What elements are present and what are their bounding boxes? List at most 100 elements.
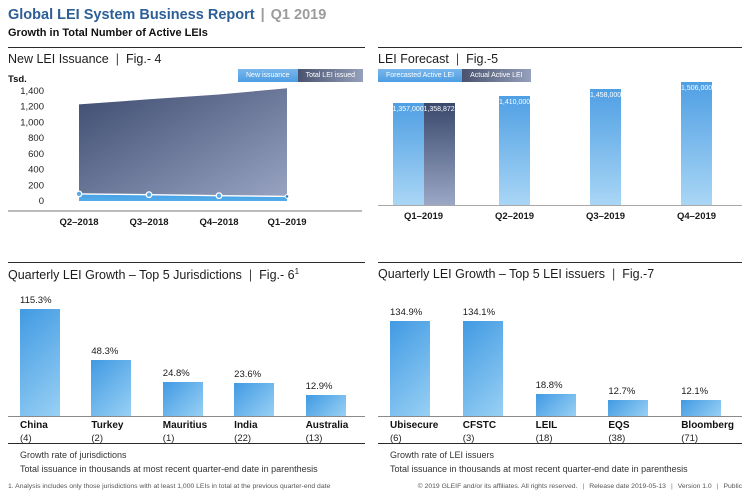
growth-bar [91, 360, 132, 416]
growth-bar [535, 394, 576, 416]
panel-title: Quarterly LEI Growth – Top 5 LEI issuers… [378, 267, 742, 283]
percentage-label: 12.1% [681, 386, 709, 398]
issuers-plot-area: 134.9% 134.1% 18.8% 12.7% 12.1% [378, 283, 742, 417]
category-cell: EQS (38) [596, 420, 669, 444]
growth-bar-slot: 115.3% [8, 295, 79, 416]
jurisdictions-category-labels: China (4) Turkey (2) Mauritius (1) India (22) Au… [8, 420, 365, 444]
forecast-bar-slot: 1,506,000 [651, 82, 742, 205]
category-label: LEIL [535, 420, 558, 431]
y-tick-label: 600 [28, 149, 44, 160]
growth-bar [462, 321, 503, 416]
bar-value-label: 1,458,000 [590, 92, 622, 100]
category-label: Mauritius [162, 420, 208, 431]
category-label: India [234, 420, 258, 431]
count-label: (3) [462, 433, 475, 444]
title-pipe: | [455, 52, 460, 66]
category-label: Bloomberg [681, 420, 734, 431]
y-tick-label: 1,000 [20, 117, 44, 128]
bar-value-label: 1,506,000 [681, 85, 713, 93]
category-label: Australia [305, 420, 349, 431]
category-cell: Australia (13) [294, 420, 365, 444]
jurisdictions-plot-area: 115.3% 48.3% 24.8% 23.6% 12.9% [8, 283, 365, 417]
category-label: China [20, 420, 48, 431]
count-label: (71) [681, 433, 699, 444]
percentage-label: 18.8% [535, 380, 563, 392]
x-tick-label: Q2–2018 [59, 217, 98, 228]
analysis-footnote: 1. Analysis includes only those jurisdic… [8, 483, 331, 490]
title-separator: | [260, 7, 265, 23]
category-label: EQS [608, 420, 630, 431]
legend-item-actual-active-lei: Actual Active LEI [462, 69, 531, 82]
category-label: Ubisecure [390, 420, 439, 431]
legend-item-total-lei-issued: Total LEI issued [297, 69, 363, 82]
issuers-category-labels: Ubisecure (6) CFSTC (3) LEIL (18) EQS (38) Bloom… [378, 420, 742, 444]
header-title-row: Global LEI System Business Report | Q1 201… [8, 6, 326, 24]
title-pipe: | [248, 268, 253, 283]
panel-title-text: Quarterly LEI Growth – Top 5 LEI issuers [378, 267, 605, 281]
y-tick-label: 0 [39, 196, 44, 207]
growth-bar-slot: 12.9% [294, 381, 365, 416]
note-line: Growth rate of LEI issuers [390, 450, 495, 460]
percentage-label: 24.8% [162, 368, 190, 380]
forecast-bar: 1,357,000 [392, 103, 424, 205]
forecast-x-axis-labels: Q1–2019 Q2–2019 Q3–2019 Q4–2019 [378, 211, 742, 222]
category-cell: Mauritius (1) [151, 420, 222, 444]
growth-bar-slot: 48.3% [79, 346, 150, 416]
y-axis-unit: Tsd. [8, 74, 27, 85]
note-line: Total issuance in thousands at most rece… [390, 464, 688, 474]
count-label: (13) [305, 433, 323, 444]
category-cell: Bloomberg (71) [669, 420, 742, 444]
report-period: Q1 2019 [270, 7, 327, 23]
release-date: Release date 2019-05-13 [589, 483, 666, 490]
growth-bar-slot: 12.1% [669, 386, 742, 416]
growth-bar [305, 395, 346, 416]
y-tick-label: 1,400 [20, 86, 44, 97]
forecast-bar: 1,410,000 [499, 95, 531, 205]
note-line: Growth rate of jurisdictions [20, 450, 127, 460]
legend-item-new-issuance: New issuance [238, 69, 298, 82]
panel-top5-jurisdictions: Quarterly LEI Growth – Top 5 Jurisdictio… [8, 262, 365, 477]
percentage-label: 12.9% [305, 381, 333, 393]
forecast-bar: 1,458,000 [590, 89, 621, 205]
category-cell: CFSTC (3) [451, 420, 524, 444]
growth-bar [608, 399, 649, 416]
chart-notes: Growth rate of LEI issuers Total issuanc… [390, 450, 688, 474]
footer-pipe: | [670, 483, 673, 490]
figure-label: Fig.- 6 [259, 268, 295, 283]
growth-bar-slot: 134.1% [451, 307, 524, 416]
page-subtitle: Growth in Total Number of Active LEIs [8, 27, 208, 39]
count-label: (1) [162, 433, 175, 444]
page-title: Global LEI System Business Report [8, 7, 255, 23]
category-cell: India (22) [222, 420, 293, 444]
growth-bar [20, 308, 60, 416]
percentage-label: 134.9% [390, 307, 423, 318]
chart-notes: Growth rate of jurisdictions Total issua… [20, 450, 318, 474]
footer-pipe: | [582, 483, 585, 490]
panel-title: New LEI Issuance | Fig.- 4 [8, 52, 365, 68]
bar-value-label: 1,357,000 [392, 106, 424, 114]
data-point-marker [145, 191, 153, 199]
forecast-bar: 1,358,872 [423, 103, 455, 205]
x-tick-label: Q4–2018 [199, 217, 238, 228]
x-tick-label: Q1–2019 [267, 217, 306, 228]
growth-bar-slot: 134.9% [378, 307, 451, 416]
area-chart: 1,400 1,200 1,000 800 600 400 200 0 Q2–2018 Q3–20… [8, 86, 362, 228]
bar-value-label: 1,410,000 [499, 98, 531, 106]
count-label: (18) [535, 433, 553, 444]
new-issuance-area [79, 193, 287, 201]
panel-title-text: Quarterly LEI Growth – Top 5 Jurisdictio… [8, 268, 242, 283]
category-label: Turkey [91, 420, 124, 431]
forecast-bar-slot: 1,357,000 1,358,872 [378, 103, 469, 205]
version-label: Version 1.0 [677, 483, 712, 490]
y-tick-label: 200 [28, 180, 44, 191]
category-cell: LEIL (18) [524, 420, 597, 444]
y-tick-label: 800 [28, 133, 44, 144]
percentage-label: 48.3% [91, 346, 119, 358]
x-tick-label: Q4–2019 [676, 211, 717, 222]
data-point-marker [284, 194, 290, 199]
growth-bar [234, 383, 275, 416]
forecast-bar-slot: 1,410,000 [469, 95, 560, 205]
footer-pipe: | [716, 483, 719, 490]
percentage-label: 23.6% [234, 369, 262, 381]
panel-title: Quarterly LEI Growth – Top 5 Jurisdictio… [8, 267, 365, 283]
